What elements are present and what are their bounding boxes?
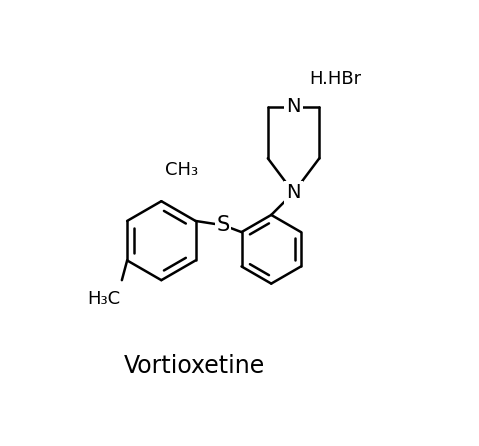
Text: H₃C: H₃C [88,290,121,308]
Text: N: N [286,97,301,116]
Text: H.HBr: H.HBr [309,70,361,88]
Text: CH₃: CH₃ [165,161,198,179]
Text: S: S [217,215,230,235]
Text: N: N [286,183,301,202]
Text: Vortioxetine: Vortioxetine [124,354,264,378]
